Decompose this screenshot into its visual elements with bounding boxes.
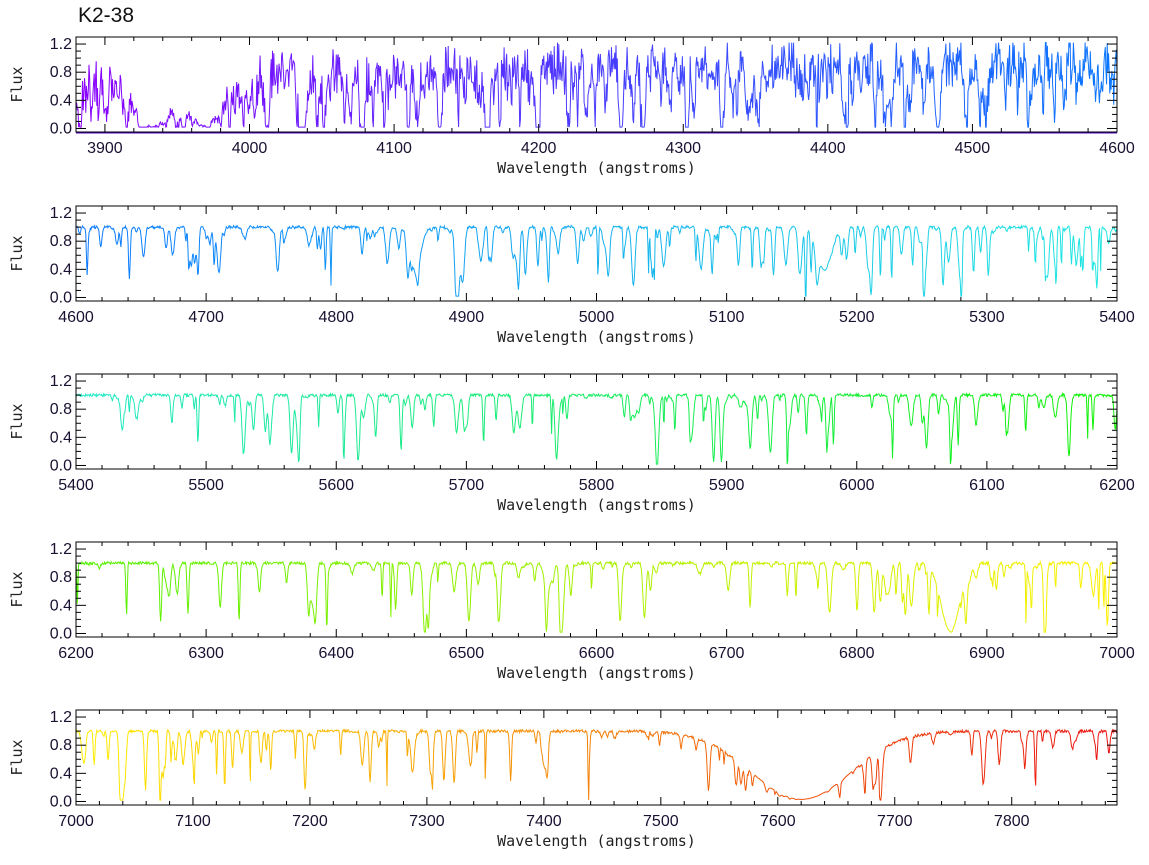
spectrum-panel-3: 5400 5500 5600 5700 5800 5900 6000 6100 6200 0.0 0… — [8, 373, 1135, 514]
x-tick-label: 5200 — [839, 309, 875, 326]
spectrum-series — [75, 727, 1118, 801]
spectrum-series — [75, 392, 1118, 465]
y-tick-label: 1.2 — [50, 541, 72, 558]
y-axis-title: Flux — [8, 235, 26, 271]
y-tick-label: 0.4 — [50, 765, 72, 782]
plot-frame — [75, 373, 1118, 470]
x-tick-label: 6100 — [969, 477, 1005, 494]
x-tick-label: 7000 — [58, 813, 94, 830]
x-tick-label: 4900 — [449, 309, 485, 326]
y-tick-label: 1.2 — [50, 205, 72, 222]
spectrum-panel-2: 4600 4700 4800 4900 5000 5100 5200 5300 5400 0.0 0… — [8, 205, 1135, 346]
y-tick-label: 0.4 — [50, 429, 72, 446]
y-tick-label: 1.2 — [50, 709, 72, 726]
x-tick-label: 3900 — [87, 140, 123, 157]
spectrum-panel-4: 6200 6300 6400 6500 6600 6700 6800 6900 7000 0.0 0… — [8, 541, 1135, 682]
y-tick-label: 0.0 — [50, 120, 72, 137]
x-axis-title: Wavelength (angstroms) — [497, 664, 696, 682]
x-axis-title: Wavelength (angstroms) — [497, 159, 696, 177]
x-tick-label: 7800 — [994, 813, 1030, 830]
y-tick-label: 0.8 — [50, 64, 72, 81]
y-tick-label: 0.8 — [50, 233, 72, 250]
y-tick-label: 0.0 — [50, 625, 72, 642]
y-tick-label: 0.8 — [50, 737, 72, 754]
x-tick-label: 6800 — [839, 645, 875, 662]
x-tick-label: 6500 — [449, 645, 485, 662]
x-tick-label: 4500 — [955, 140, 991, 157]
chart-title: K2-38 — [78, 4, 135, 27]
y-tick-label: 0.4 — [50, 92, 72, 109]
x-tick-label: 7300 — [409, 813, 445, 830]
x-tick-label: 5100 — [709, 309, 745, 326]
spectrum-series — [75, 224, 1118, 297]
y-tick-label: 0.0 — [50, 457, 72, 474]
y-tick-label: 1.2 — [50, 36, 72, 53]
x-axis-title: Wavelength (angstroms) — [497, 328, 696, 346]
x-tick-label: 7200 — [292, 813, 328, 830]
x-tick-label: 4100 — [376, 140, 412, 157]
x-tick-label: 7400 — [526, 813, 562, 830]
x-tick-label: 7700 — [877, 813, 913, 830]
x-tick-label: 6700 — [709, 645, 745, 662]
y-tick-label: 0.0 — [50, 289, 72, 306]
x-tick-label: 6200 — [1099, 477, 1135, 494]
y-tick-label: 0.4 — [50, 261, 72, 278]
x-tick-label: 5300 — [969, 309, 1005, 326]
x-tick-label: 5500 — [188, 477, 224, 494]
x-tick-label: 5800 — [579, 477, 615, 494]
x-axis-title: Wavelength (angstroms) — [497, 832, 696, 850]
y-axis-title: Flux — [8, 571, 26, 607]
x-tick-label: 4600 — [58, 309, 94, 326]
plot-frame — [75, 541, 1118, 638]
x-tick-label: 7100 — [175, 813, 211, 830]
x-tick-label: 7000 — [1099, 645, 1135, 662]
y-axis-title: Flux — [8, 403, 26, 439]
x-tick-label: 5600 — [318, 477, 354, 494]
y-tick-label: 1.2 — [50, 373, 72, 390]
spectrum-panel-5: 7000 7100 7200 7300 7400 7500 7600 7700 7800 0.0 0… — [8, 709, 1118, 850]
x-tick-label: 6900 — [969, 645, 1005, 662]
x-tick-label: 4200 — [521, 140, 557, 157]
x-tick-label: 5000 — [579, 309, 615, 326]
x-tick-label: 7600 — [760, 813, 796, 830]
spectrum-series — [75, 559, 1118, 633]
spectrum-series — [75, 42, 1118, 129]
y-tick-label: 0.0 — [50, 793, 72, 810]
x-tick-label: 6600 — [579, 645, 615, 662]
x-tick-label: 4800 — [318, 309, 354, 326]
plot-frame — [75, 709, 1118, 806]
x-axis-title: Wavelength (angstroms) — [497, 496, 696, 514]
y-tick-label: 0.8 — [50, 569, 72, 586]
x-tick-label: 5700 — [449, 477, 485, 494]
x-tick-label: 6300 — [188, 645, 224, 662]
spectrum-panel-1: 3900 4000 4100 4200 4300 4400 4500 4600 0.0 0.4 0.… — [8, 36, 1135, 177]
x-tick-label: 6200 — [58, 645, 94, 662]
y-axis-title: Flux — [8, 66, 26, 102]
x-tick-label: 4000 — [232, 140, 268, 157]
x-tick-label: 4600 — [1099, 140, 1135, 157]
x-tick-label: 7500 — [643, 813, 679, 830]
x-tick-label: 4400 — [810, 140, 846, 157]
y-axis-title: Flux — [8, 739, 26, 775]
x-tick-label: 6400 — [318, 645, 354, 662]
x-tick-label: 5400 — [1099, 309, 1135, 326]
x-tick-label: 5900 — [709, 477, 745, 494]
y-tick-label: 0.4 — [50, 597, 72, 614]
x-tick-label: 4300 — [665, 140, 701, 157]
x-tick-label: 5400 — [58, 477, 94, 494]
x-tick-label: 6000 — [839, 477, 875, 494]
x-tick-label: 4700 — [188, 309, 224, 326]
y-tick-label: 0.8 — [50, 401, 72, 418]
